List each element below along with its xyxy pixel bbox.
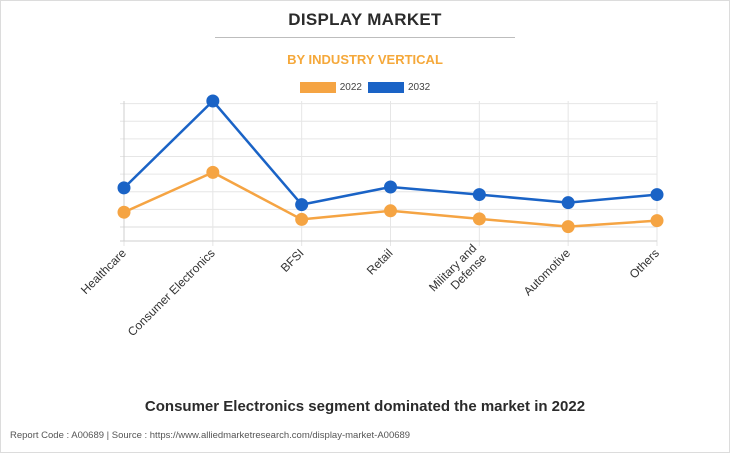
source-line: Report Code : A00689 | Source : https://… <box>10 430 411 441</box>
x-tick-label: Healthcare <box>78 246 129 297</box>
chart-title: DISPLAY MARKET <box>288 10 442 29</box>
x-tick-label-group: Automotive <box>521 246 574 299</box>
point-2032-6 <box>650 188 664 202</box>
legend: 2022 2032 <box>0 80 730 94</box>
x-tick-label: Retail <box>364 246 396 278</box>
point-2032-2 <box>295 198 309 212</box>
chart-subtitle: BY INDUSTRY VERTICAL <box>287 52 443 67</box>
x-tick-label-group: Consumer Electronics <box>125 246 218 339</box>
chart-caption: Consumer Electronics segment dominated t… <box>144 398 586 415</box>
x-tick-label: Automotive <box>521 246 574 299</box>
point-2032-0 <box>117 181 131 195</box>
point-2022-4 <box>472 212 486 226</box>
point-2032-5 <box>561 196 575 210</box>
legend-item-2032[interactable]: 2032 <box>368 81 431 93</box>
legend-label-2022: 2022 <box>339 81 362 93</box>
point-2022-1 <box>206 165 220 179</box>
point-2032-1 <box>206 94 220 108</box>
point-2022-6 <box>650 214 664 228</box>
x-tick-label-group: Retail <box>364 246 396 278</box>
point-2032-4 <box>472 188 486 202</box>
legend-swatch-2022 <box>299 81 336 93</box>
x-tick-label-group: Others <box>627 246 662 281</box>
title-divider <box>215 37 515 38</box>
legend-swatch-2032 <box>368 81 404 93</box>
point-2022-0 <box>117 205 131 219</box>
point-2022-3 <box>384 204 397 218</box>
point-2032-3 <box>384 180 397 194</box>
legend-item-2022[interactable]: 2022 <box>299 81 362 93</box>
x-tick-label-group: BFSI <box>278 246 307 275</box>
legend-label-2032: 2032 <box>408 81 431 93</box>
point-2022-5 <box>561 220 575 234</box>
x-tick-label: Others <box>627 246 662 281</box>
x-tick-label-group: Healthcare <box>78 246 129 297</box>
x-tick-label: BFSI <box>278 246 307 275</box>
x-tick-label: Consumer Electronics <box>125 246 218 339</box>
point-2022-2 <box>295 212 309 226</box>
